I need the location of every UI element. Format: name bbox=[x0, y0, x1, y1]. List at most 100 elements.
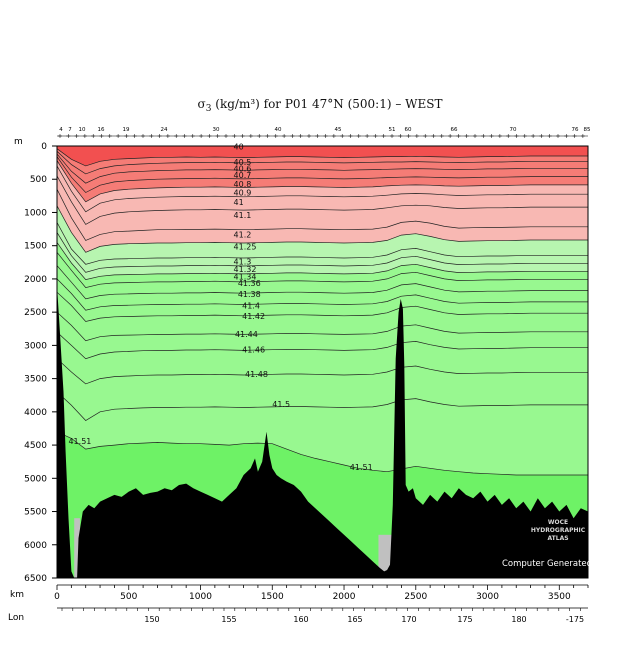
distance-axis: km 0 500 1000 1500 2000 2500 3000 3500 bbox=[10, 584, 589, 602]
station-number: 85 bbox=[584, 127, 591, 133]
y-unit-label: m bbox=[14, 137, 23, 147]
seafloor bbox=[57, 285, 588, 578]
contour-41.4 bbox=[57, 278, 588, 311]
contour-label: 41.4 bbox=[242, 302, 260, 311]
contour-40.6 bbox=[57, 151, 588, 175]
station-number: 24 bbox=[161, 127, 168, 133]
contour-label: 41.2 bbox=[234, 230, 252, 239]
y-tick-label: 3000 bbox=[24, 341, 47, 351]
station-number: 40 bbox=[275, 127, 282, 133]
contour-label: 40 bbox=[234, 142, 244, 151]
lon-tick-label: 150 bbox=[144, 615, 159, 624]
station-number: 60 bbox=[405, 127, 412, 133]
contour-label: 41.44 bbox=[235, 330, 258, 339]
logo-line-1: WOCE bbox=[547, 519, 569, 526]
y-tick-label: 4000 bbox=[24, 408, 47, 418]
contour-41.44 bbox=[57, 311, 588, 342]
contour-label: 41.46 bbox=[242, 345, 265, 354]
lon-tick-label: 165 bbox=[347, 615, 362, 624]
km-tick-label: 3500 bbox=[548, 592, 571, 602]
title-text: (kg/m³) for P01 47°N (500:1) – WEST bbox=[211, 97, 443, 111]
lon-tick-label: 160 bbox=[293, 615, 308, 624]
lon-tick-label: -175 bbox=[566, 615, 584, 624]
chart-title: σ3 (kg/m³) for P01 47°N (500:1) – WEST bbox=[0, 97, 640, 114]
contour-label: 41.48 bbox=[245, 370, 268, 379]
station-axis: 4 7 10 16 19 24 30 40 45 51 60 66 70 76 85 bbox=[57, 127, 591, 138]
y-tick-label: 500 bbox=[30, 175, 47, 185]
station-number: 30 bbox=[213, 127, 220, 133]
depth-axis: m 0 500 1000 1500 2000 2500 3000 3500 4000 4500 500… bbox=[14, 137, 57, 584]
lon-tick-label: 175 bbox=[457, 615, 472, 624]
contour-41.2 bbox=[57, 189, 588, 241]
y-tick-label: 6000 bbox=[24, 541, 47, 551]
station-number: 76 bbox=[572, 127, 579, 133]
station-number: 16 bbox=[98, 127, 105, 133]
contour-41 bbox=[57, 165, 588, 213]
contour-label: 41.25 bbox=[234, 242, 257, 251]
contour-41.1 bbox=[57, 175, 588, 225]
contour-label: 41.38 bbox=[238, 290, 261, 299]
km-tick-label: 500 bbox=[120, 592, 137, 602]
longitude-axis: Lon 150 155 160 165 170 175 180 -175 bbox=[8, 607, 588, 624]
contour-41.48 bbox=[57, 358, 588, 385]
contour-40.7 bbox=[57, 153, 588, 184]
contour-label: 40.6 bbox=[234, 164, 252, 173]
contour-41.51 bbox=[57, 431, 588, 476]
station-number: 19 bbox=[123, 127, 130, 133]
y-tick-label: 3500 bbox=[24, 375, 47, 385]
contour-41.3 bbox=[57, 222, 588, 265]
contour-41.34 bbox=[57, 242, 588, 280]
y-tick-label: 0 bbox=[41, 142, 47, 152]
band-red_dark bbox=[57, 146, 588, 166]
station-number: 70 bbox=[510, 127, 517, 133]
y-tick-label: 1500 bbox=[24, 242, 47, 252]
seafloor-profile bbox=[57, 285, 588, 578]
missing-data-patch bbox=[74, 518, 80, 578]
computer-generated-note: Computer Generated bbox=[502, 559, 593, 569]
km-tick-label: 1000 bbox=[189, 592, 212, 602]
km-tick-label: 2500 bbox=[404, 592, 427, 602]
contour-41.42 bbox=[57, 291, 588, 322]
station-number: 45 bbox=[335, 127, 342, 133]
station-number: 51 bbox=[389, 127, 396, 133]
lon-unit-label: Lon bbox=[8, 613, 24, 623]
y-tick-label: 2000 bbox=[24, 275, 47, 285]
title-symbol: σ bbox=[197, 97, 206, 111]
contour-label: 41.36 bbox=[238, 279, 261, 288]
km-tick-label: 3000 bbox=[476, 592, 499, 602]
y-tick-label: 6500 bbox=[24, 574, 47, 584]
contour-41.32 bbox=[57, 232, 588, 273]
km-tick-label: 1500 bbox=[261, 592, 284, 602]
contour-label: 41.3 bbox=[234, 257, 252, 266]
station-number: 66 bbox=[451, 127, 458, 133]
contour-label: 41.51 bbox=[350, 463, 373, 472]
contour-label: 40.5 bbox=[234, 158, 252, 167]
logo-line-2: HYDROGRAPHIC bbox=[530, 527, 586, 534]
y-tick-label: 1000 bbox=[24, 208, 47, 218]
km-unit-label: km bbox=[10, 590, 24, 600]
station-number: 4 bbox=[59, 127, 63, 133]
y-tick-label: 2500 bbox=[24, 308, 47, 318]
contour-label: 41.51 bbox=[68, 437, 91, 446]
lon-tick-label: 170 bbox=[401, 615, 416, 624]
station-number: 7 bbox=[68, 127, 72, 133]
contour-41.46 bbox=[57, 331, 588, 360]
contour-label: 40.7 bbox=[234, 171, 252, 180]
contour-41.38 bbox=[57, 265, 588, 300]
contour-label: 41.32 bbox=[234, 265, 257, 274]
y-tick-label: 4500 bbox=[24, 441, 47, 451]
plot-frame bbox=[56, 145, 589, 579]
title-subscript: 3 bbox=[205, 104, 212, 114]
contour-label: 40.9 bbox=[234, 189, 252, 198]
lon-tick-label: 155 bbox=[221, 615, 236, 624]
km-tick-label: 2000 bbox=[333, 592, 356, 602]
contour-label: 41.34 bbox=[234, 272, 257, 281]
contour-label: 41.1 bbox=[234, 211, 252, 220]
contour-41.5 bbox=[57, 391, 588, 421]
contour-label: 41.5 bbox=[272, 400, 290, 409]
band-green_mid bbox=[57, 242, 588, 475]
contour-41.36 bbox=[57, 252, 588, 288]
logo-line-3: ATLAS bbox=[547, 535, 569, 542]
contour-labels: 40 40.540.640.740.840.941 41.1 41.2 41.25 41.… bbox=[68, 142, 372, 472]
